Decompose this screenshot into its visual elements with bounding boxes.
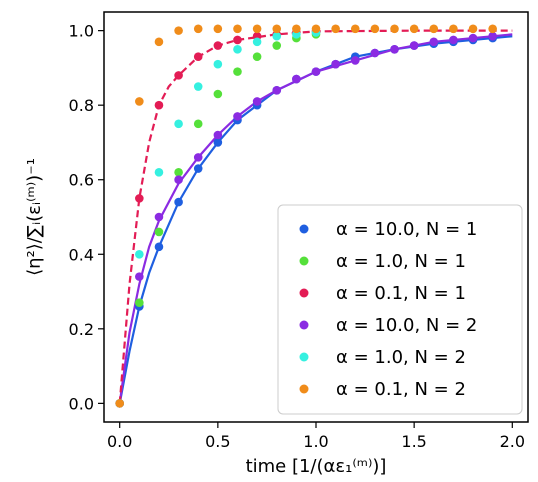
data-point bbox=[252, 97, 262, 106]
data-point bbox=[468, 33, 478, 43]
data-point bbox=[390, 24, 399, 34]
x-tick-label: 0.0 bbox=[107, 432, 132, 451]
data-point bbox=[174, 175, 183, 185]
data-point bbox=[468, 24, 478, 34]
legend-marker bbox=[299, 288, 309, 298]
data-point bbox=[154, 167, 164, 177]
data-point bbox=[233, 44, 242, 54]
data-points bbox=[115, 24, 497, 408]
data-point bbox=[174, 167, 183, 177]
data-point bbox=[272, 85, 282, 95]
data-point bbox=[252, 52, 262, 62]
data-point bbox=[429, 24, 439, 34]
data-point bbox=[174, 26, 183, 35]
data-point bbox=[488, 31, 497, 41]
legend-marker bbox=[299, 320, 309, 330]
x-tick-label: 1.0 bbox=[303, 432, 328, 451]
data-point bbox=[135, 249, 144, 259]
fit-curve-3 bbox=[118, 29, 513, 404]
data-point bbox=[311, 67, 321, 76]
data-point bbox=[135, 97, 144, 106]
x-tick-label: 1.5 bbox=[401, 432, 426, 451]
legend-label: α = 10.0, N = 2 bbox=[336, 315, 477, 336]
data-point bbox=[154, 212, 164, 222]
y-tick-label: 0.0 bbox=[69, 394, 94, 413]
x-tick-label: 2.0 bbox=[500, 432, 525, 451]
legend-label: α = 1.0, N = 2 bbox=[336, 347, 466, 368]
data-point bbox=[429, 37, 439, 47]
data-point bbox=[193, 52, 203, 62]
data-point bbox=[350, 56, 360, 65]
data-point bbox=[233, 24, 242, 34]
legend: α = 10.0, N = 1 α = 1.0, N = 1 α = 0.1, N … bbox=[277, 204, 523, 415]
y-tick-label: 0.8 bbox=[69, 96, 94, 115]
data-point bbox=[115, 399, 125, 408]
data-point bbox=[311, 24, 321, 34]
data-point bbox=[370, 48, 380, 58]
data-point bbox=[193, 153, 203, 162]
data-point bbox=[213, 130, 223, 140]
y-tick-label: 0.2 bbox=[69, 320, 94, 339]
y-tick-label: 1.0 bbox=[69, 22, 94, 41]
data-point bbox=[174, 71, 183, 80]
data-point bbox=[135, 298, 144, 308]
legend-marker bbox=[299, 352, 309, 362]
data-point bbox=[390, 44, 399, 54]
axis-ticks: 0.0 0.5 1.0 1.5 2.0 0.0 0.2 0.4 0.6 0.8 1.0 bbox=[69, 22, 525, 451]
data-point bbox=[154, 37, 164, 47]
data-point bbox=[193, 24, 203, 34]
y-tick-label: 0.6 bbox=[69, 171, 94, 190]
data-point bbox=[174, 197, 183, 207]
data-point bbox=[154, 242, 164, 252]
data-point bbox=[233, 112, 242, 121]
data-point bbox=[193, 82, 203, 91]
data-point bbox=[292, 24, 301, 34]
data-point bbox=[174, 119, 183, 129]
data-point bbox=[449, 35, 458, 45]
legend-label: α = 10.0, N = 1 bbox=[336, 219, 477, 240]
y-axis-label: ⟨η²⟩/∑ᵢ(εᵢ⁽ᵐ⁾)⁻¹ bbox=[24, 158, 45, 276]
legend-label: α = 0.1, N = 2 bbox=[336, 379, 466, 400]
legend-marker bbox=[299, 256, 309, 266]
data-point bbox=[272, 31, 282, 41]
data-point bbox=[488, 24, 497, 34]
data-point bbox=[272, 41, 282, 50]
x-axis-label: time [1/(αε₁⁽ᵐ⁾)] bbox=[246, 456, 387, 477]
data-point bbox=[213, 138, 223, 147]
legend-label: α = 0.1, N = 1 bbox=[336, 283, 466, 304]
y-tick-label: 0.4 bbox=[69, 245, 94, 264]
data-point bbox=[154, 227, 164, 237]
data-point bbox=[213, 89, 223, 99]
data-point bbox=[331, 59, 340, 69]
data-point bbox=[292, 74, 301, 84]
data-point bbox=[233, 35, 242, 45]
data-point bbox=[449, 24, 458, 34]
data-point bbox=[370, 24, 380, 34]
data-point bbox=[135, 272, 144, 281]
data-point bbox=[252, 37, 262, 47]
legend-marker bbox=[299, 224, 309, 234]
legend-marker bbox=[299, 384, 309, 394]
legend-box bbox=[277, 204, 523, 415]
legend-label: α = 1.0, N = 1 bbox=[336, 251, 466, 272]
data-point bbox=[213, 59, 223, 69]
data-point bbox=[272, 24, 282, 34]
data-point bbox=[154, 100, 164, 110]
data-point bbox=[409, 24, 419, 34]
data-point bbox=[331, 24, 340, 34]
data-point bbox=[213, 41, 223, 50]
data-point bbox=[135, 194, 144, 203]
data-point bbox=[233, 67, 242, 76]
data-point bbox=[350, 24, 360, 34]
data-point bbox=[409, 41, 419, 50]
x-tick-label: 0.5 bbox=[205, 432, 230, 451]
data-point bbox=[213, 24, 223, 34]
data-point bbox=[252, 24, 262, 34]
data-point bbox=[193, 164, 203, 173]
data-point bbox=[193, 119, 203, 129]
